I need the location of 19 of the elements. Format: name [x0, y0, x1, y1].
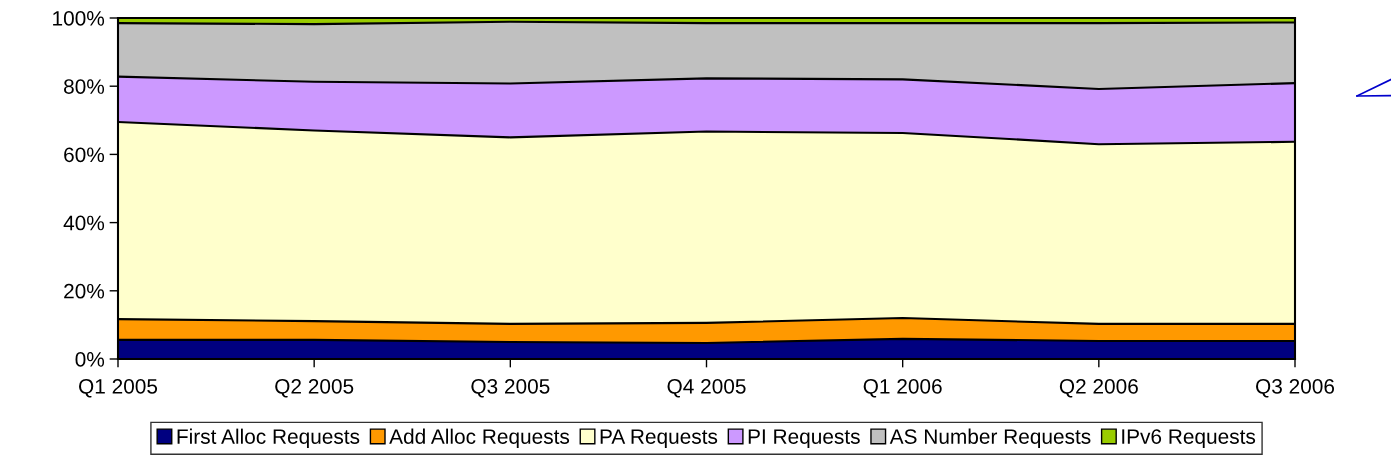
x-tick-label: Q4 2005 — [667, 378, 746, 398]
x-tick-label: Q1 2005 — [79, 378, 158, 398]
y-tick-label: 100% — [53, 11, 105, 26]
legend-label: Add Alloc Requests — [389, 428, 570, 449]
y-tick-label: 20% — [64, 283, 105, 299]
y-tick-label: 0% — [75, 352, 105, 367]
legend-label: PI Requests — [748, 429, 860, 449]
legend-label: First Alloc Requests — [177, 428, 360, 449]
x-tick-label: Q3 2005 — [471, 378, 550, 398]
legend-label: AS Number Requests — [889, 428, 1091, 449]
y-tick-label: 60% — [64, 147, 105, 163]
y-tick-label: 40% — [63, 215, 105, 231]
x-tick-label: Q2 2006 — [1059, 378, 1138, 398]
x-tick-label: Q2 2005 — [275, 378, 354, 398]
legend-label: PA Requests — [600, 429, 718, 449]
x-tick-label: Q1 2006 — [863, 378, 942, 398]
y-tick-label: 80% — [64, 79, 105, 94]
legend-label: IPv6 Requests — [1122, 429, 1256, 449]
x-tick-label: Q3 2006 — [1256, 378, 1335, 398]
